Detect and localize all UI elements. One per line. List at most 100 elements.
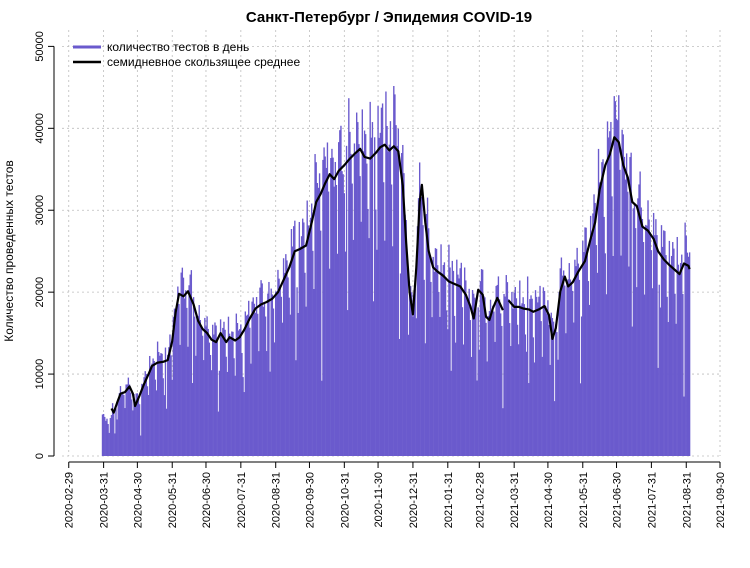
- bar: [227, 316, 230, 456]
- bar: [398, 338, 401, 456]
- x-tick-label: 2021-01-31: [443, 472, 455, 528]
- bar: [663, 230, 665, 456]
- bar: [353, 143, 356, 456]
- bar: [493, 311, 495, 456]
- bar: [606, 121, 609, 456]
- bar: [225, 356, 227, 456]
- bar: [654, 235, 656, 456]
- bar: [440, 244, 442, 456]
- bar: [126, 384, 128, 456]
- bar: [123, 395, 125, 456]
- bar: [465, 280, 467, 456]
- bar: [631, 326, 633, 456]
- bar: [267, 293, 269, 456]
- bar: [530, 295, 532, 456]
- bar: [417, 198, 420, 457]
- bar: [395, 125, 397, 457]
- bar: [570, 281, 573, 456]
- bar: [105, 420, 107, 456]
- bar: [387, 151, 389, 456]
- y-tick-label: 0: [34, 453, 46, 459]
- bar: [348, 98, 350, 456]
- x-tick-label: 2020-05-31: [167, 472, 179, 528]
- bar: [605, 294, 608, 456]
- bar: [260, 280, 262, 456]
- bar: [349, 131, 351, 457]
- bar: [519, 280, 521, 456]
- bar: [624, 179, 627, 457]
- bar: [315, 162, 317, 457]
- bar: [119, 386, 122, 456]
- bar: [377, 105, 379, 456]
- bar: [180, 272, 182, 456]
- x-tick-label: 2021-09-30: [715, 472, 727, 528]
- bar: [207, 328, 209, 456]
- bar: [587, 281, 590, 456]
- bar: [379, 132, 381, 456]
- bar: [622, 134, 624, 456]
- bar: [547, 300, 549, 456]
- bar: [534, 290, 537, 456]
- bar: [173, 308, 176, 456]
- bar: [537, 302, 539, 456]
- bar: [552, 321, 555, 456]
- bar: [117, 398, 119, 456]
- bar: [196, 314, 198, 456]
- bar: [241, 352, 243, 456]
- moving-average-series: [110, 136, 691, 414]
- bar: [454, 342, 457, 456]
- bar: [511, 291, 513, 456]
- bar: [198, 305, 200, 456]
- bar: [564, 285, 566, 456]
- bar: [636, 287, 638, 456]
- bar: [431, 317, 433, 456]
- bar: [481, 269, 484, 456]
- bar: [286, 260, 288, 456]
- bar: [616, 120, 619, 457]
- bar: [200, 325, 203, 456]
- bar: [367, 208, 369, 456]
- bar: [243, 392, 245, 456]
- bar: [263, 303, 266, 456]
- bar: [246, 314, 249, 456]
- bar: [293, 226, 295, 456]
- bar: [620, 255, 622, 456]
- bar: [619, 169, 621, 456]
- bar: [360, 221, 362, 456]
- bar: [478, 349, 480, 456]
- bar: [445, 310, 448, 456]
- bar: [517, 344, 520, 456]
- bar: [109, 418, 112, 456]
- bar: [495, 285, 497, 456]
- x-tick-label: 2021-03-31: [509, 472, 521, 528]
- bar: [461, 307, 464, 456]
- bar: [329, 268, 331, 456]
- bar: [475, 305, 477, 456]
- bar: [347, 310, 349, 456]
- x-tick-label: 2020-06-30: [201, 472, 213, 528]
- bar: [201, 335, 204, 456]
- bar: [327, 191, 330, 457]
- bar: [659, 307, 662, 456]
- bar: [199, 320, 202, 456]
- bar: [134, 402, 136, 456]
- bar: [521, 303, 523, 456]
- bar: [102, 413, 105, 456]
- bar: [270, 288, 272, 456]
- bar: [682, 294, 684, 456]
- bar: [585, 227, 587, 456]
- bar: [257, 313, 259, 456]
- bar: [206, 316, 208, 456]
- bar: [365, 134, 367, 456]
- bar: [165, 408, 168, 456]
- bar: [178, 304, 180, 456]
- bar: [204, 317, 206, 456]
- bar: [652, 212, 655, 456]
- legend-label-bars: количество тестов в день: [107, 40, 249, 54]
- bar: [420, 192, 422, 456]
- bar: [287, 277, 289, 456]
- bar: [588, 304, 591, 456]
- bar: [385, 91, 387, 456]
- bar: [657, 367, 659, 456]
- bar: [612, 255, 614, 456]
